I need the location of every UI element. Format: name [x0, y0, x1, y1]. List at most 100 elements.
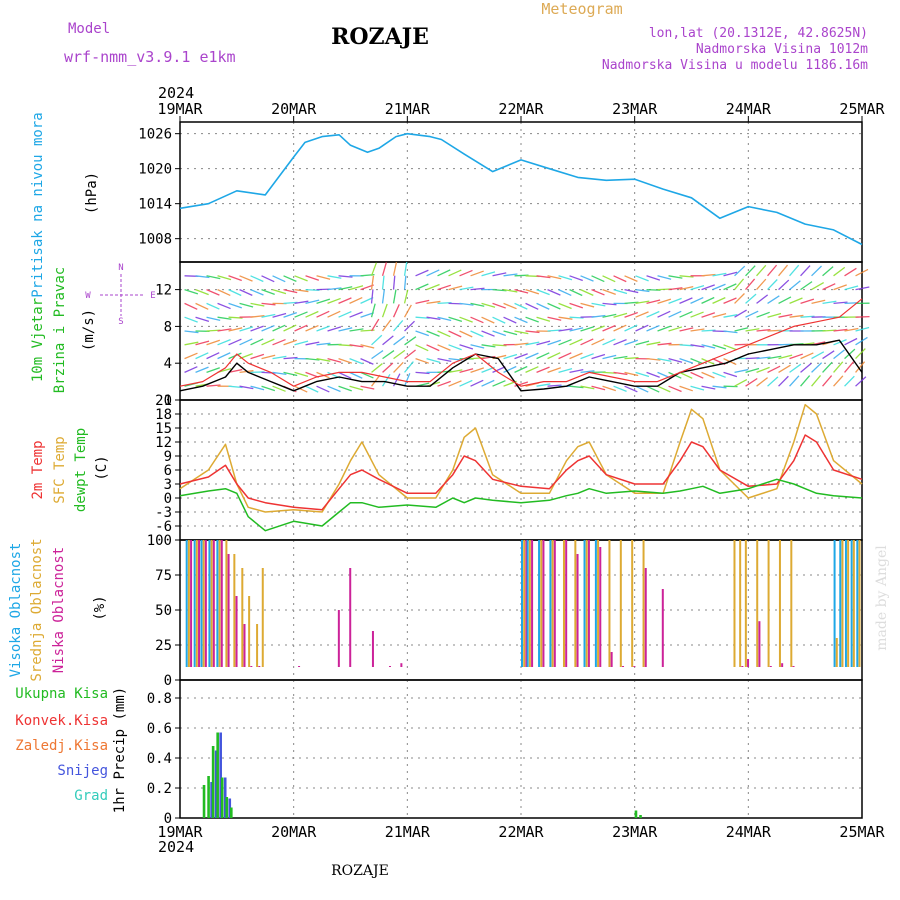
wind-barb: [547, 275, 562, 280]
date-tick-label: 20MAR: [271, 823, 317, 841]
wind-barb: [624, 371, 639, 377]
wind-barb: [613, 339, 627, 346]
mid-cloud-bar: [619, 540, 622, 667]
wind-barb: [833, 349, 845, 360]
high-cloud-bar: [538, 540, 541, 667]
wind-barb: [239, 338, 253, 346]
wind-barb: [206, 384, 221, 387]
wind-barb: [800, 265, 811, 277]
mid-cloud-bar: [852, 540, 855, 667]
low-cloud-bar: [250, 666, 253, 667]
wind-barb: [349, 371, 363, 379]
wind-barb: [624, 275, 638, 282]
cloud-ylabel-1: Visoka Oblacnost: [8, 543, 24, 678]
wind-barb: [316, 275, 331, 280]
wind-barb: [646, 341, 661, 346]
low-cloud-bar: [220, 540, 223, 667]
wind-barb: [415, 316, 430, 319]
wind-barb: [283, 301, 298, 305]
wind-barb: [184, 302, 198, 310]
wind-barb: [723, 344, 737, 351]
wind-barb: [217, 328, 232, 332]
low-cloud-bar: [661, 589, 664, 667]
wind-barb: [690, 344, 705, 348]
mid-cloud-bar: [767, 540, 770, 667]
wind-barb: [250, 289, 264, 296]
wind-barb: [635, 371, 650, 378]
wind-barb: [734, 278, 745, 291]
mid-cloud-bar: [841, 540, 844, 667]
compass-s: S: [118, 317, 123, 327]
wind-barb: [547, 316, 562, 321]
wind-barb: [360, 312, 375, 318]
wind-barb: [591, 288, 605, 296]
wind-barb: [470, 302, 485, 307]
wind-barb: [184, 288, 199, 295]
wind-barb: [833, 301, 848, 305]
wind-barb: [679, 385, 693, 392]
wind-barb: [756, 311, 770, 318]
wind-barb: [701, 344, 716, 349]
wind-barb: [272, 338, 286, 346]
wind-barb: [415, 344, 429, 352]
wind-barb: [294, 340, 309, 346]
wind-barb: [569, 289, 583, 297]
mid-cloud-bar: [756, 540, 759, 667]
wind-barb: [811, 351, 825, 360]
wind-barb: [668, 275, 683, 279]
legend-entry: Snijeg: [57, 763, 108, 779]
wind-barb: [382, 362, 394, 373]
wind-barb: [657, 385, 671, 393]
wind-barb: [437, 301, 452, 305]
wind-barb: [426, 330, 440, 337]
wind-barb: [756, 356, 771, 360]
wind-barb: [591, 275, 605, 283]
wind-barb: [316, 310, 330, 318]
wind-barb: [492, 330, 507, 337]
wind-panel: 0 4 8 12: [155, 261, 870, 409]
wind-barb: [745, 377, 758, 387]
wind-barb: [789, 363, 802, 373]
wind-barb: [525, 352, 539, 360]
wind-barb: [525, 366, 539, 373]
wind-barb: [481, 344, 496, 348]
wind-barb: [261, 288, 275, 296]
wind-barb: [844, 285, 859, 291]
wind-barb: [492, 302, 506, 309]
wind-barb: [370, 275, 375, 290]
wind-barb: [294, 288, 309, 293]
mid-cloud-bar: [858, 540, 861, 667]
wind-barb: [591, 302, 606, 307]
wind-barb: [327, 275, 342, 279]
wind-barb: [426, 283, 440, 291]
wind-barb: [437, 269, 451, 277]
footer-title: ROZAJE: [331, 863, 389, 879]
wind-barb: [184, 341, 199, 346]
wind-barb: [800, 281, 813, 291]
date-tick-label: 25MAR: [839, 100, 885, 118]
wind-barb: [283, 356, 298, 360]
wind-barb: [349, 385, 364, 391]
wind-barb: [613, 275, 627, 283]
wind-barb: [613, 312, 628, 318]
credit-watermark: made by Angel: [874, 545, 890, 651]
wind-barb: [459, 344, 474, 350]
wind-barb: [470, 367, 485, 374]
wind-barb: [712, 385, 727, 389]
time-axis-top: 19MAR 20MAR 21MAR 22MAR 23MAR 24MAR 25MAR: [157, 100, 886, 122]
wind-barb: [217, 339, 231, 346]
wind-barb: [459, 330, 473, 338]
wind-ylabel-2: Brzina i Pravac: [52, 267, 68, 393]
wind-barb: [756, 264, 767, 277]
mid-cloud-bar: [642, 540, 645, 667]
wind-barb: [283, 339, 297, 346]
wind-barb: [745, 328, 760, 332]
wind-barb: [503, 316, 517, 324]
year-label-bottom: 2024: [158, 838, 194, 856]
wind-barb: [294, 300, 309, 305]
wind-barb: [613, 288, 628, 295]
wind-barb: [778, 375, 789, 387]
wind-barb: [580, 338, 594, 346]
wind-barb: [657, 298, 672, 305]
wind-barb: [404, 320, 415, 332]
